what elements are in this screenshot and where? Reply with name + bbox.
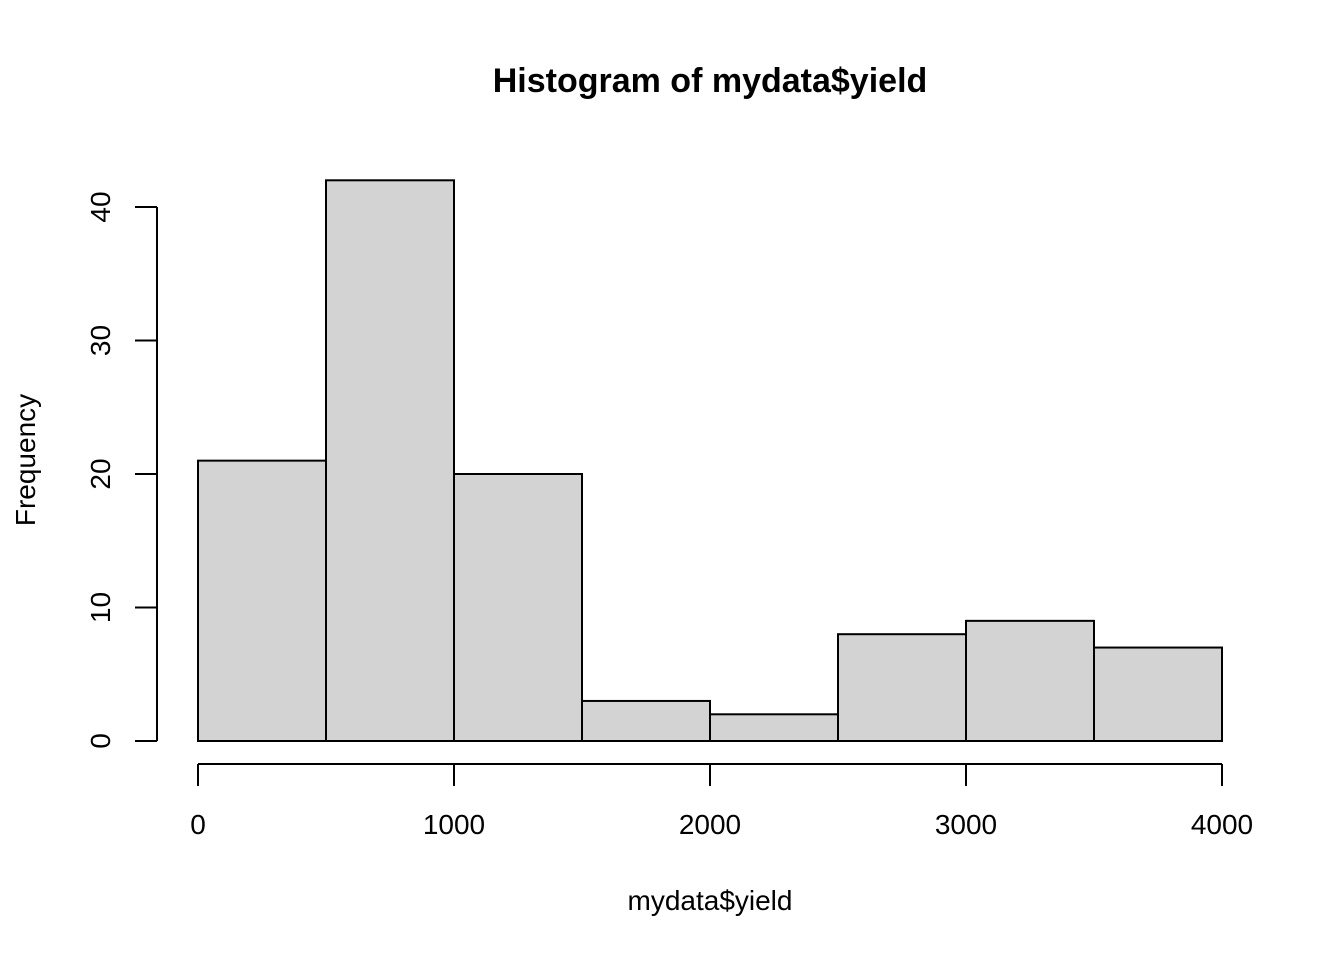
- histogram-bar: [453, 473, 583, 742]
- histogram-bar: [1093, 646, 1223, 742]
- x-tick-label: 3000: [935, 809, 997, 840]
- x-tick-label: 0: [190, 809, 206, 840]
- histogram-bar: [325, 179, 455, 743]
- histogram-bar: [581, 699, 711, 743]
- bars-group: [197, 179, 1223, 743]
- x-axis: 0 1000 2000 3000 4000: [190, 763, 1253, 840]
- y-tick-label: 20: [85, 458, 116, 489]
- x-axis-label: mydata$yield: [628, 885, 793, 916]
- histogram-bar: [965, 619, 1095, 742]
- x-tick-label: 2000: [679, 809, 741, 840]
- histogram-bar: [197, 459, 327, 742]
- x-tick-label: 1000: [423, 809, 485, 840]
- y-tick-label: 40: [85, 191, 116, 222]
- chart-title: Histogram of mydata$yield: [493, 62, 928, 100]
- y-tick-label: 30: [85, 325, 116, 356]
- x-tick-label: 4000: [1191, 809, 1253, 840]
- y-axis-label: Frequency: [10, 394, 41, 526]
- y-tick-label: 0: [85, 733, 116, 749]
- y-tick-label: 10: [85, 592, 116, 623]
- y-axis: 0 10 20 30 40: [85, 191, 158, 749]
- histogram-bar: [709, 713, 839, 742]
- histogram-bar: [837, 633, 967, 743]
